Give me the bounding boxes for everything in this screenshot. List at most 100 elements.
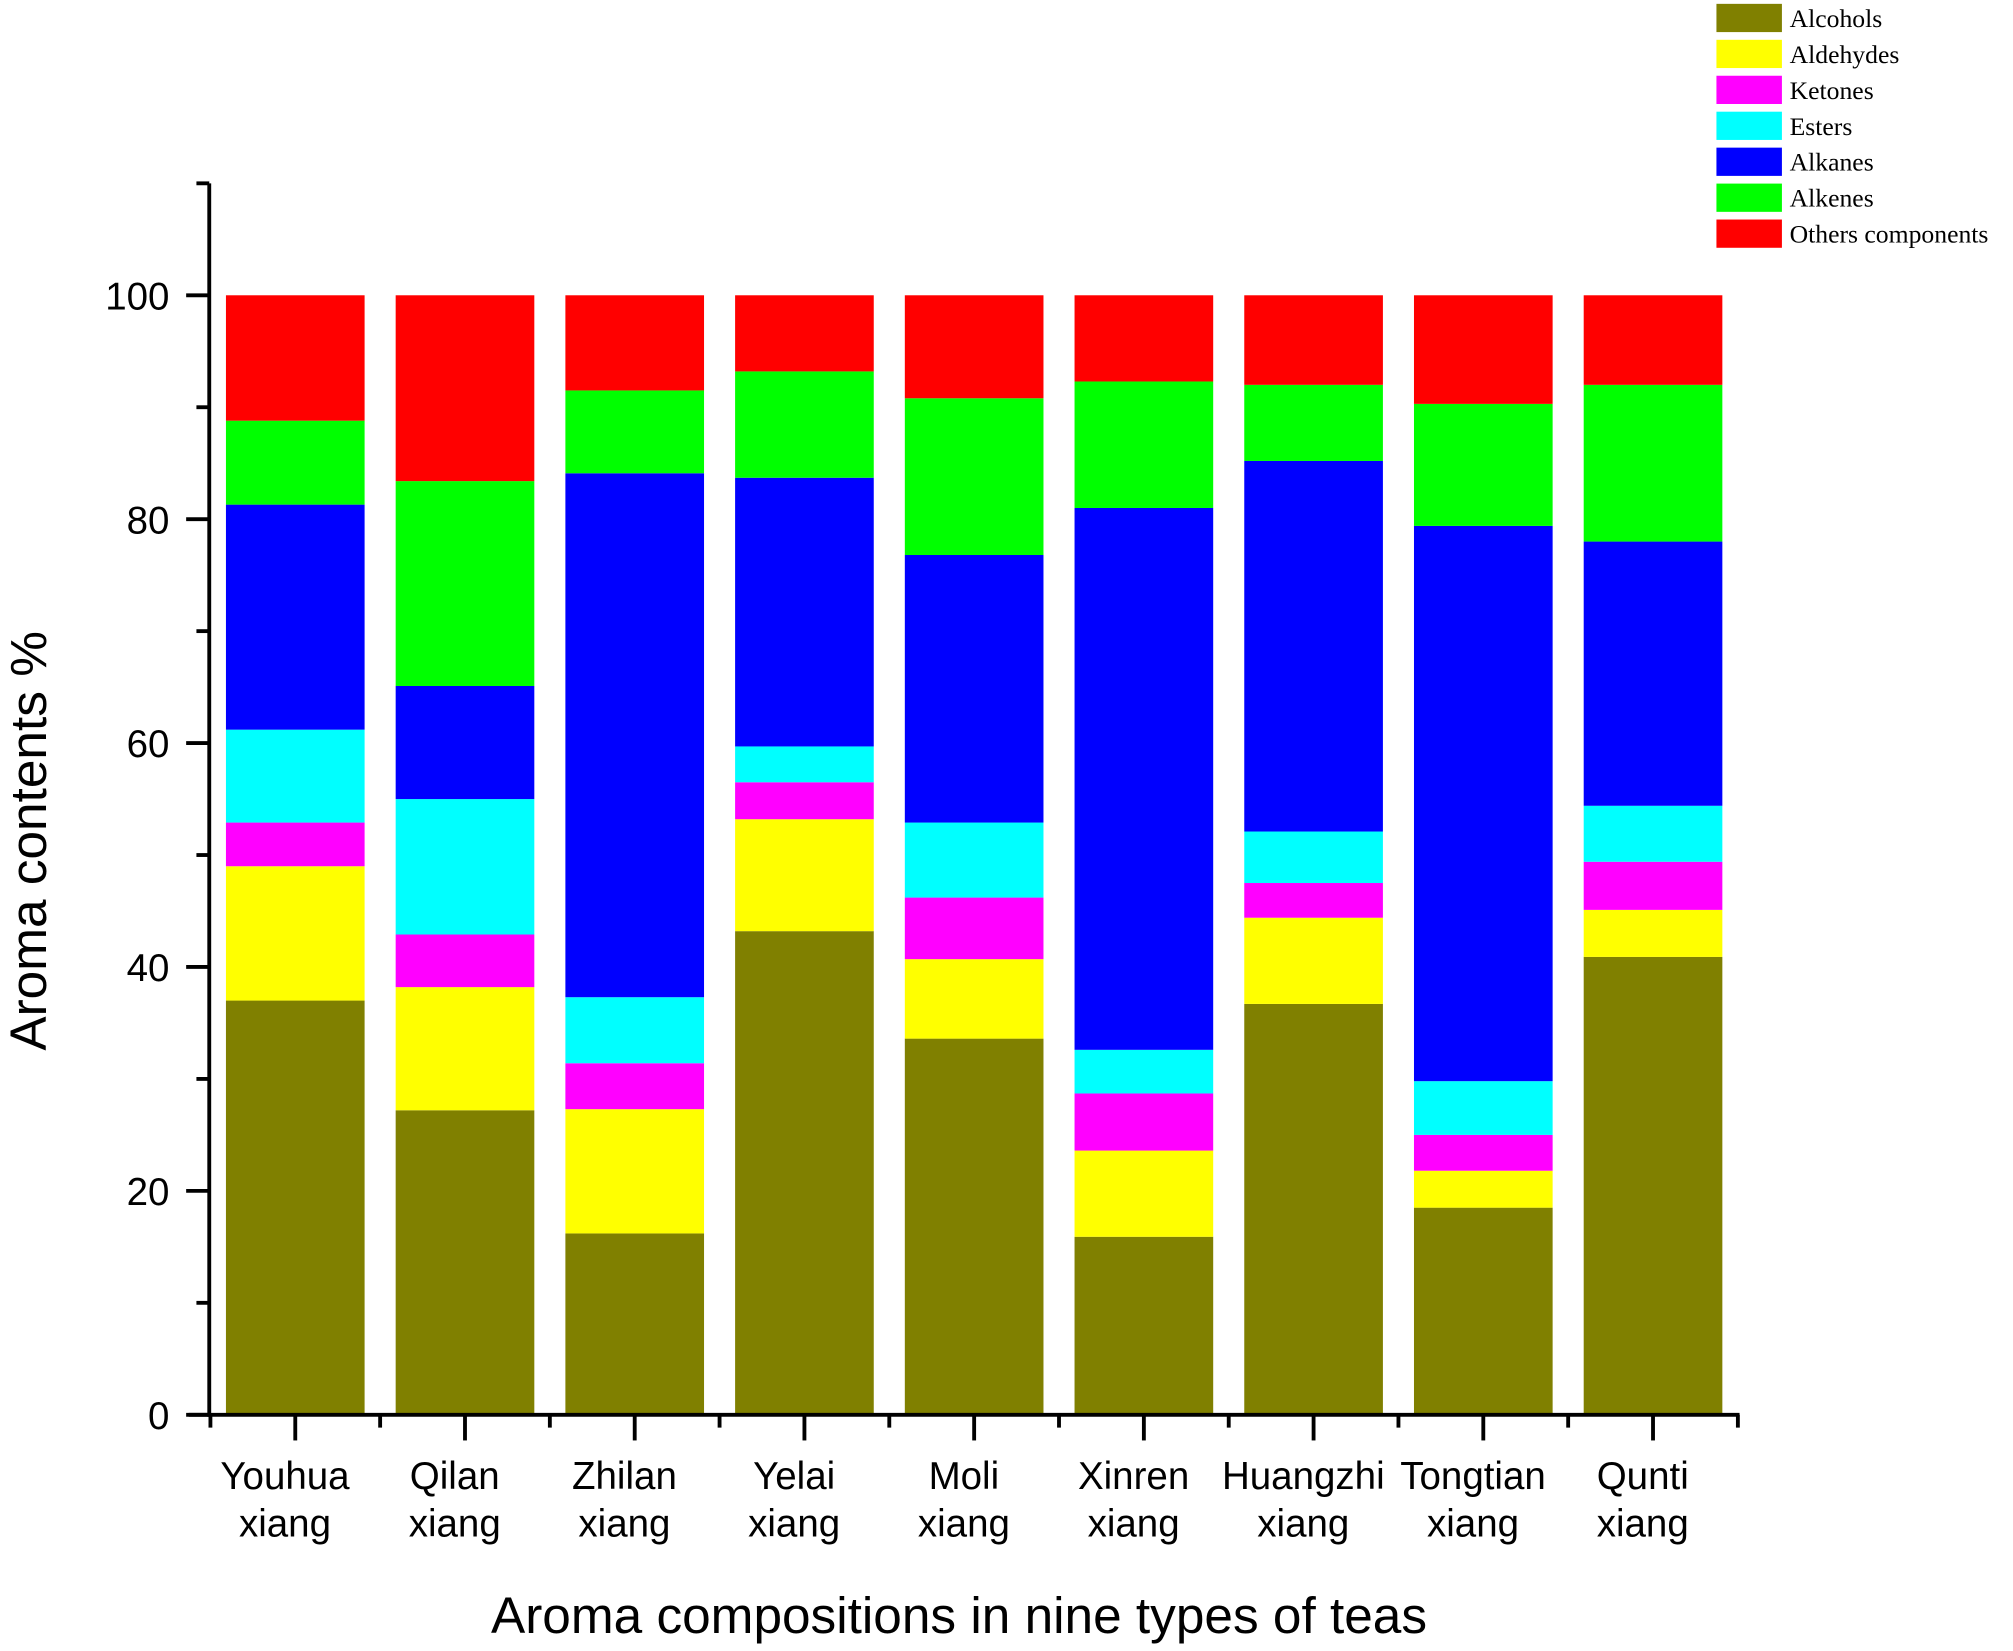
bar-segment-others-components	[1413, 295, 1553, 404]
x-tick-label-line: Moli	[929, 1455, 1000, 1498]
x-tick-label: Zhilan xiang	[572, 1455, 677, 1546]
y-tick-label: 80	[127, 499, 170, 542]
bar-segment-others-components	[1583, 295, 1723, 385]
x-tick-label-line: xiang	[918, 1503, 1010, 1546]
legend-swatch-aldehydes	[1716, 39, 1782, 69]
bar-segment-alkenes	[1413, 403, 1553, 526]
bar-segment-esters	[735, 746, 874, 783]
x-tick-label-line: Tongtian	[1400, 1455, 1546, 1498]
bar-segment-others-components	[735, 295, 874, 372]
x-tick-label-line: Yelai	[753, 1455, 835, 1498]
x-tick-label: Tongtian xiang	[1400, 1455, 1546, 1546]
bar-segment-aldehydes	[904, 959, 1044, 1039]
bar-segment-aldehydes	[1244, 917, 1383, 1004]
bar-segment-alkanes	[565, 473, 705, 998]
bar-segment-ketones	[735, 782, 874, 820]
bar-segment-others-components	[1244, 295, 1383, 385]
bar-segment-alcohols	[225, 1000, 365, 1415]
bar-segment-aldehydes	[1413, 1170, 1553, 1208]
bar-segment-alkanes	[904, 555, 1044, 823]
bar-segment-ketones	[1583, 861, 1723, 910]
bar-segment-ketones	[904, 897, 1044, 960]
bar-segment-alcohols	[1074, 1236, 1214, 1415]
x-tick-label-line: xiang	[409, 1503, 501, 1546]
x-tick-label-line: Qunti	[1597, 1455, 1689, 1498]
bar-segment-aldehydes	[1074, 1150, 1214, 1237]
bar-segment-others-components	[225, 295, 365, 421]
bar-segment-aldehydes	[395, 987, 535, 1111]
bar-segment-alkenes	[1074, 381, 1214, 508]
bar-segment-aldehydes	[735, 819, 874, 932]
bar-segment-esters	[225, 729, 365, 823]
x-tick-label: Moli xiang	[918, 1455, 1010, 1546]
x-tick-label: Youhua xiang	[220, 1455, 350, 1546]
bar-segment-aldehydes	[565, 1109, 705, 1234]
bar-segment-ketones	[1074, 1093, 1214, 1151]
bar-segment-alkenes	[565, 390, 705, 474]
legend-swatch-ketones	[1716, 75, 1782, 104]
bar-segment-others-components	[904, 295, 1044, 399]
bar-segment-others-components	[565, 295, 705, 391]
x-tick-label-line: xiang	[578, 1503, 670, 1546]
legend-swatch-others-components	[1716, 219, 1782, 248]
bar-segment-esters	[1413, 1081, 1553, 1135]
legend-label-alkenes: Alkenes	[1790, 184, 1874, 213]
bar-segment-alkanes	[1244, 460, 1383, 832]
bar-segment-alkenes	[735, 371, 874, 478]
y-axis-title: Aroma contents %	[0, 631, 57, 1051]
bar-segment-alkanes	[1583, 541, 1723, 806]
x-tick-label: Xinren xiang	[1078, 1455, 1189, 1546]
bar-segment-others-components	[395, 295, 535, 482]
bar-segment-esters	[1074, 1049, 1214, 1094]
bar-segment-ketones	[395, 934, 535, 988]
x-tick-label-line: xiang	[1427, 1503, 1519, 1546]
bar-segment-alcohols	[565, 1233, 705, 1415]
bar-segment-alcohols	[395, 1110, 535, 1415]
bar-segment-alkenes	[1244, 384, 1383, 461]
bar-segment-alkanes	[1074, 507, 1214, 1050]
legend-label-others-components: Others components	[1790, 220, 1989, 249]
bar-segment-alcohols	[735, 931, 874, 1415]
bar-segment-alcohols	[1583, 956, 1723, 1415]
legend-swatch-alkanes	[1716, 147, 1782, 176]
bar-segment-alkanes	[735, 477, 874, 747]
legend: Alcohols Aldehydes Ketones Esters Alkanes Alk…	[1716, 3, 1989, 249]
bar-segment-others-components	[1074, 295, 1214, 382]
bar-segment-aldehydes	[1583, 909, 1723, 957]
bar-segment-esters	[565, 997, 705, 1064]
bar-segment-ketones	[225, 822, 365, 867]
y-tick-label: 100	[105, 275, 169, 318]
x-tick-label-line: Huangzhi	[1222, 1455, 1385, 1498]
bar-segment-alkenes	[395, 481, 535, 686]
bar-segment-alcohols	[904, 1038, 1044, 1415]
bar-segment-alkanes	[1413, 525, 1553, 1082]
y-tick-label: 0	[148, 1395, 169, 1438]
legend-swatch-alkenes	[1716, 183, 1782, 212]
legend-swatch-esters	[1716, 111, 1782, 140]
x-tick-label-line: xiang	[1257, 1503, 1349, 1546]
x-tick-label-line: xiang	[239, 1503, 331, 1546]
legend-label-ketones: Ketones	[1790, 76, 1874, 105]
x-tick-label-line: Xinren	[1078, 1455, 1189, 1498]
bar-segment-aldehydes	[225, 866, 365, 1001]
y-tick-label: 40	[127, 947, 170, 990]
y-tick-label: 20	[127, 1171, 170, 1214]
axes-layer: Youhua xiang Qilan xiang Zhilan xiang Yelai xia…	[105, 181, 1740, 1546]
bar-segment-ketones	[1244, 883, 1383, 918]
bar-segment-alkenes	[225, 420, 365, 505]
legend-label-esters: Esters	[1790, 112, 1853, 141]
legend-label-alkanes: Alkanes	[1790, 148, 1874, 177]
x-tick-label-line: Zhilan	[572, 1455, 677, 1498]
bar-segment-esters	[395, 799, 535, 935]
bar-segment-ketones	[565, 1063, 705, 1110]
x-tick-label: Qilan xiang	[409, 1455, 501, 1546]
x-tick-label-line: xiang	[1597, 1503, 1689, 1546]
x-tick-label-line: Youhua	[220, 1455, 350, 1498]
bar-segment-alkanes	[225, 504, 365, 730]
x-tick-label-line: xiang	[748, 1503, 840, 1546]
bar-segment-alkenes	[1583, 384, 1723, 542]
bar-segment-alcohols	[1244, 1003, 1383, 1415]
bar-segment-alkenes	[904, 398, 1044, 556]
x-tick-label-line: xiang	[1088, 1503, 1180, 1546]
y-tick-label: 60	[127, 723, 170, 766]
